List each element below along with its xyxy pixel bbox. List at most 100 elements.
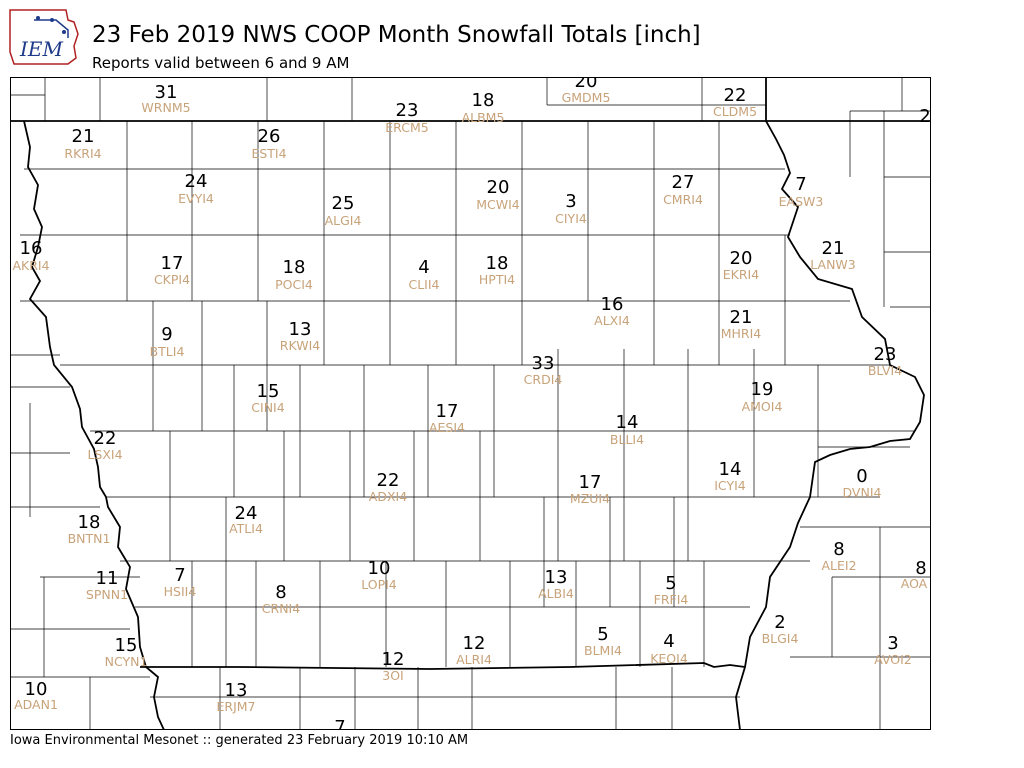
logo-text: IEM: [19, 37, 64, 61]
station-id: CKPI4: [154, 272, 190, 287]
station-value: 18: [472, 90, 495, 111]
station-id: CLDM5: [713, 104, 757, 119]
station-id: MZUI4: [570, 491, 610, 506]
station-value: 19: [751, 379, 774, 400]
station-value: 27: [672, 172, 695, 193]
station-id: CINI4: [251, 400, 284, 415]
station-id: POCI4: [275, 277, 313, 292]
station-id: AESI4: [429, 420, 465, 435]
station-id: ALRI4: [456, 652, 492, 667]
station-value: 23: [396, 100, 419, 121]
station-value: 3: [887, 633, 898, 654]
station-value: 5: [665, 573, 676, 594]
station-id: LANW3: [810, 257, 855, 272]
station-value: 13: [289, 319, 312, 340]
station-value: 3: [565, 191, 576, 212]
station-id: RKWI4: [280, 338, 320, 353]
station-id: CRNI4: [262, 601, 300, 616]
station-id: DVNI4: [843, 485, 882, 500]
station-value: 15: [257, 381, 280, 402]
station-value: 22: [94, 428, 117, 449]
station-id: BTLI4: [150, 344, 185, 359]
station-value: 5: [597, 624, 608, 645]
station-value: 20: [575, 77, 598, 92]
station-value: 7: [174, 565, 185, 586]
station-value: 20: [730, 248, 753, 269]
station-value: 4: [663, 631, 674, 652]
station-id: ERJM7: [216, 699, 255, 714]
station-id: SPNN1: [86, 587, 128, 602]
station-id: CRDI4: [524, 372, 563, 387]
station-id: ALEI2: [821, 558, 856, 573]
station-id: CLII4: [408, 277, 439, 292]
station-value: 17: [579, 472, 602, 493]
station-value: 25: [332, 193, 355, 214]
edge-value: 2: [919, 106, 930, 127]
station-value: 12: [382, 649, 405, 670]
station-value: 16: [20, 238, 43, 259]
station-value: 10: [368, 558, 391, 579]
station-id: EVYI4: [178, 191, 214, 206]
station-value: 9: [161, 324, 172, 345]
station-id: CIYI4: [555, 211, 587, 226]
station-value: 26: [258, 126, 281, 147]
station-value: 16: [601, 294, 624, 315]
station-value: 8: [833, 539, 844, 560]
station-value: 0: [856, 466, 867, 487]
station-id: HSII4: [164, 584, 197, 599]
station-value: 13: [225, 680, 248, 701]
station-value: 22: [724, 85, 747, 106]
iem-logo: IEM: [9, 9, 79, 65]
station-id: MHRI4: [721, 326, 762, 341]
station-id: ESTI4: [251, 146, 286, 161]
edge-station-id: AOA: [901, 576, 928, 591]
station-id: HPTI4: [479, 272, 515, 287]
station-id: ATLI4: [229, 521, 263, 536]
station-id: LSXI4: [87, 447, 122, 462]
station-value: 7: [795, 174, 806, 195]
map-subtitle: Reports valid between 6 and 9 AM: [92, 54, 350, 72]
station-value: 18: [283, 257, 306, 278]
station-id: ICYI4: [714, 478, 746, 493]
station-id: ADXI4: [369, 489, 407, 504]
station-value: 14: [719, 459, 742, 480]
station-id: BLLI4: [610, 432, 644, 447]
station-value: 4: [418, 257, 429, 278]
station-id: ALGI4: [325, 213, 362, 228]
edge-value: 8: [915, 558, 926, 579]
